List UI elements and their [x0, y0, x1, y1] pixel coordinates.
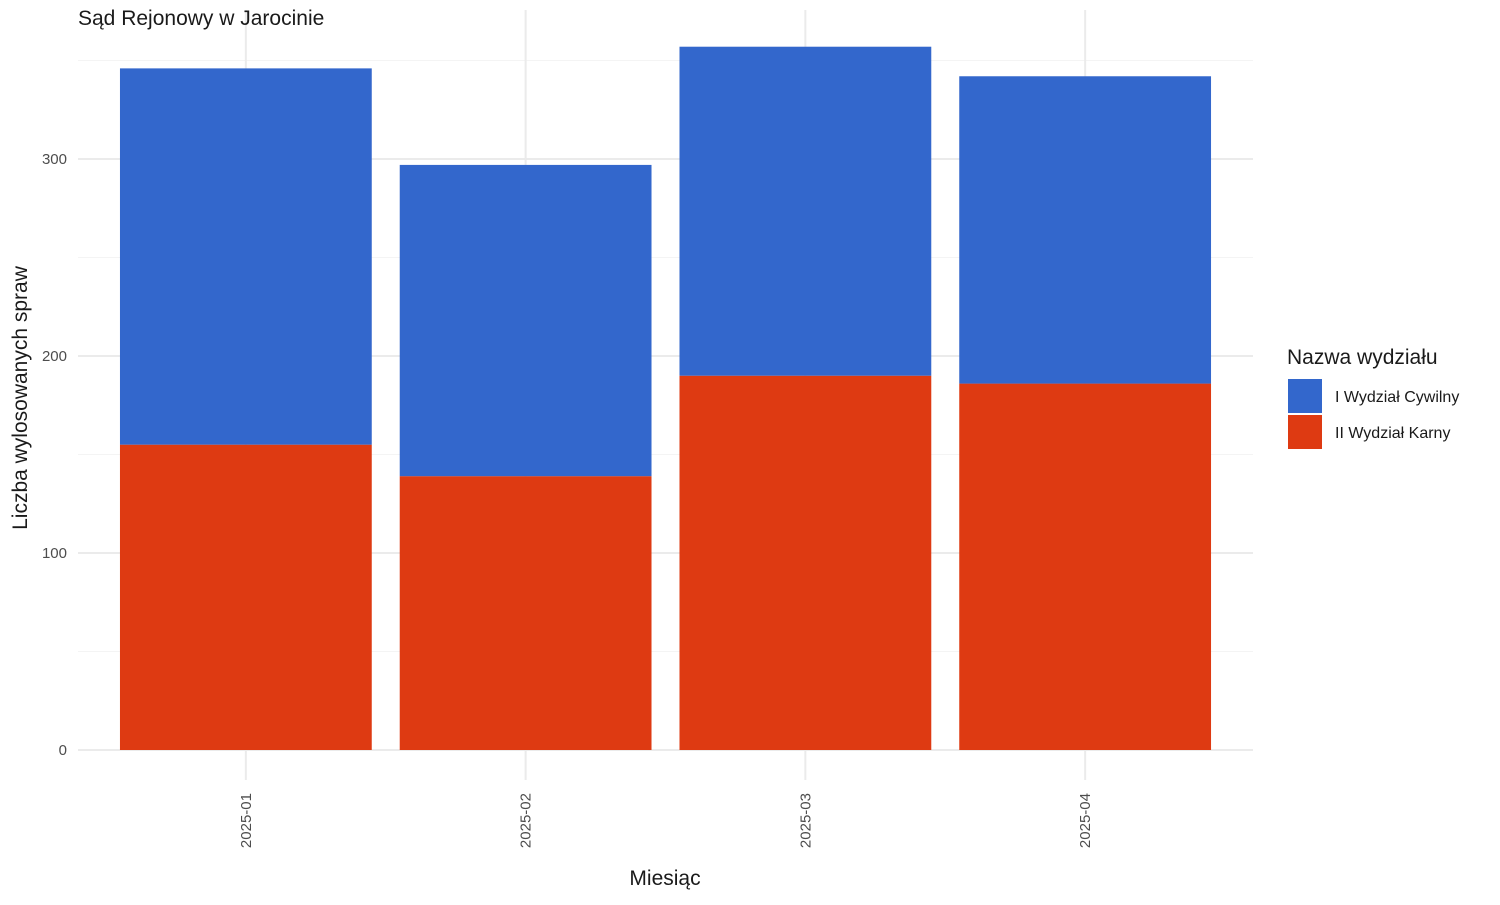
legend: Nazwa wydziału I Wydział Cywilny II Wydzi… [1287, 346, 1459, 449]
x-tick-label: 2025-04 [1077, 793, 1094, 848]
legend-swatch [1288, 379, 1322, 413]
x-tick-labels: 2025-01 2025-02 2025-03 2025-04 [238, 793, 1094, 848]
y-tick-label: 200 [42, 348, 67, 365]
legend-label: II Wydział Karny [1335, 425, 1450, 442]
legend-items: I Wydział Cywilny II Wydział Karny [1288, 379, 1459, 449]
bar-segment [959, 383, 1212, 750]
bar-segment [399, 476, 652, 750]
y-tick-labels: 0 100 200 300 [42, 151, 67, 759]
bar-segment [399, 164, 652, 477]
x-tick-label: 2025-03 [797, 793, 814, 848]
legend-label: I Wydział Cywilny [1335, 389, 1459, 406]
bar-segment [679, 375, 932, 750]
bars-layer [119, 46, 1212, 750]
legend-swatch [1288, 415, 1322, 449]
x-axis-title: Miesiąc [629, 867, 700, 890]
legend-title: Nazwa wydziału [1287, 346, 1438, 369]
chart-title: Sąd Rejonowy w Jarocinie [78, 7, 325, 30]
bar-segment [119, 68, 372, 445]
bar-segment [959, 76, 1212, 384]
x-tick-label: 2025-02 [518, 793, 535, 848]
y-axis-title: Liczba wylosowanych spraw [9, 265, 32, 530]
y-tick-label: 100 [42, 545, 67, 562]
y-tick-label: 300 [42, 151, 67, 168]
x-tick-label: 2025-01 [238, 793, 255, 848]
bar-segment [679, 46, 932, 376]
bar-segment [119, 444, 372, 750]
y-tick-label: 0 [59, 742, 67, 759]
